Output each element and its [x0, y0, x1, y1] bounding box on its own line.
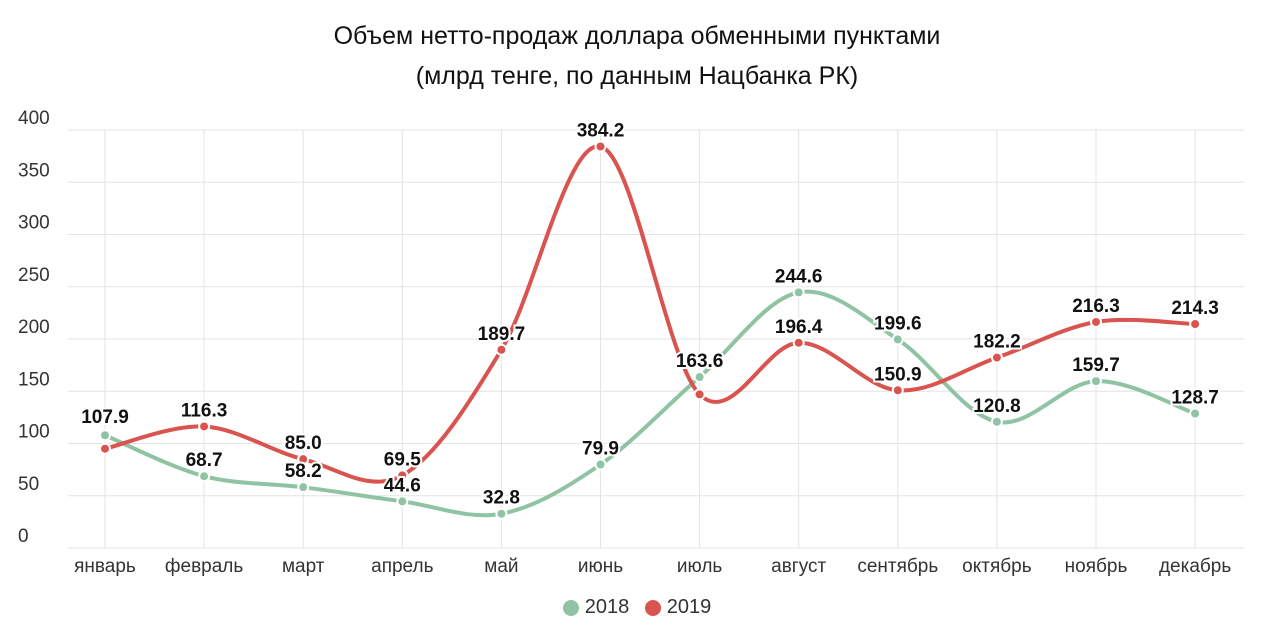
- data-point-2018: [990, 415, 1003, 428]
- data-label-2018: 44.6: [384, 475, 421, 496]
- y-tick-label: 300: [18, 213, 50, 234]
- chart-title-line-1: Объем нетто-продаж доллара обменными пун…: [333, 22, 941, 50]
- data-point-2018: [99, 429, 111, 442]
- legend-marker-2019: [644, 599, 661, 616]
- data-point-2019: [594, 140, 607, 153]
- x-tick-label: ноябрь: [1065, 556, 1128, 577]
- x-tick-label: май: [484, 556, 518, 577]
- legend-label-2019: 2019: [666, 596, 712, 618]
- y-tick-label: 50: [18, 474, 39, 495]
- data-point-2019: [198, 420, 211, 433]
- legend-item-2018[interactable]: 2018: [562, 596, 630, 619]
- data-point-2018: [891, 333, 904, 346]
- data-point-2018: [1189, 407, 1202, 420]
- data-point-2019: [99, 442, 111, 455]
- data-label-2018: 58.2: [285, 461, 322, 482]
- y-tick-label: 400: [18, 108, 50, 129]
- data-point-2019: [396, 469, 409, 482]
- chart-title-line-2: (млрд тенге, по данным Нацбанка РК): [415, 62, 859, 90]
- data-label-2019: 196.4: [775, 317, 823, 338]
- data-point-2019: [297, 453, 310, 466]
- data-point-2019: [891, 384, 904, 397]
- x-tick-label: июнь: [578, 556, 623, 577]
- x-tick-label: сентябрь: [857, 556, 938, 577]
- data-label-2018: 32.8: [483, 488, 520, 509]
- y-tick-label: 350: [18, 160, 50, 181]
- legend-item-2019[interactable]: 2019: [644, 596, 712, 619]
- data-point-2019: [495, 343, 508, 356]
- data-label-2019: 189.7: [478, 324, 526, 345]
- data-label-2019: 116.3: [181, 400, 228, 421]
- data-label-2019: 85.0: [285, 433, 322, 454]
- x-tick-label: апрель: [371, 556, 433, 577]
- x-tick-label: декабрь: [1159, 556, 1231, 577]
- data-point-2019: [1090, 315, 1102, 328]
- data-point-2018: [297, 481, 310, 494]
- series-line-2018: [103, 289, 1198, 518]
- data-label-2019: 69.5: [384, 449, 421, 470]
- data-point-2018: [396, 495, 409, 508]
- data-label-2018: 128.7: [1171, 388, 1219, 409]
- data-point-2018: [1090, 375, 1102, 388]
- data-label-2018: 244.6: [775, 266, 823, 287]
- data-point-2019: [990, 351, 1003, 364]
- legend-marker-2018: [562, 599, 579, 616]
- legend-label-2018: 2018: [584, 596, 630, 618]
- data-label-2018: 163.6: [676, 351, 724, 372]
- x-tick-label: август: [771, 556, 826, 577]
- data-point-2018: [693, 371, 706, 384]
- data-point-2018: [792, 286, 805, 299]
- y-tick-label: 100: [18, 422, 50, 443]
- y-tick-label: 200: [18, 317, 50, 338]
- data-point-2019: [792, 336, 805, 349]
- chart-legend: 2018 2019: [0, 596, 1274, 622]
- data-label-2018: 199.6: [874, 313, 922, 334]
- data-point-2018: [495, 507, 508, 520]
- data-label-2019: 216.3: [1072, 296, 1120, 317]
- data-label-2019: 384.2: [577, 121, 625, 142]
- data-point-2018: [198, 470, 211, 483]
- y-tick-label: 150: [18, 369, 50, 390]
- data-label-2018: 107.9: [81, 407, 129, 428]
- data-label-2018: 120.8: [973, 396, 1021, 417]
- x-tick-label: январь: [74, 556, 136, 577]
- data-label-2018: 68.7: [186, 450, 223, 471]
- data-label-2019: 150.9: [874, 364, 922, 385]
- data-point-2018: [594, 458, 607, 471]
- data-point-2019: [693, 388, 706, 401]
- x-tick-label: июль: [677, 556, 723, 577]
- data-point-2019: [1189, 318, 1202, 331]
- y-tick-label: 0: [18, 526, 29, 547]
- x-tick-label: октябрь: [962, 556, 1032, 577]
- x-tick-label: февраль: [165, 556, 244, 577]
- x-tick-label: март: [282, 556, 325, 577]
- data-label-2018: 79.9: [582, 439, 619, 460]
- data-label-2018: 159.7: [1072, 355, 1120, 376]
- data-label-2019: 214.3: [1171, 298, 1219, 319]
- series-line-2019: [103, 144, 1198, 484]
- y-tick-label: 250: [18, 265, 50, 286]
- data-label-2019: 182.2: [973, 332, 1021, 353]
